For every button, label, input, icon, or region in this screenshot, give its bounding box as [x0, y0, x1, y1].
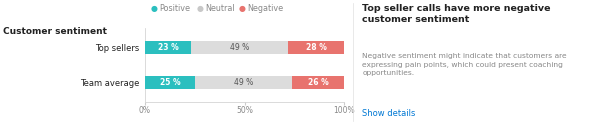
Text: ●: ● — [239, 4, 246, 13]
Bar — [289, 41, 344, 54]
Bar — [191, 41, 289, 54]
Text: Top seller calls have more negative
customer sentiment: Top seller calls have more negative cust… — [362, 4, 551, 24]
Bar — [145, 41, 191, 54]
Text: 49 %: 49 % — [230, 43, 249, 52]
Text: 25 %: 25 % — [159, 78, 180, 87]
Text: ●: ● — [151, 4, 158, 13]
Text: Positive: Positive — [159, 4, 190, 13]
Text: Show details: Show details — [362, 109, 416, 118]
Bar — [194, 76, 292, 89]
Text: Neutral: Neutral — [205, 4, 234, 13]
Text: 26 %: 26 % — [308, 78, 329, 87]
Text: 49 %: 49 % — [234, 78, 253, 87]
Bar — [292, 76, 344, 89]
Bar — [145, 76, 194, 89]
Text: 28 %: 28 % — [306, 43, 327, 52]
Text: Customer sentiment: Customer sentiment — [3, 27, 107, 36]
Text: Negative: Negative — [247, 4, 283, 13]
Text: ●: ● — [196, 4, 204, 13]
Text: Negative sentiment might indicate that customers are
expressing pain points, whi: Negative sentiment might indicate that c… — [362, 53, 567, 76]
Text: 23 %: 23 % — [158, 43, 178, 52]
